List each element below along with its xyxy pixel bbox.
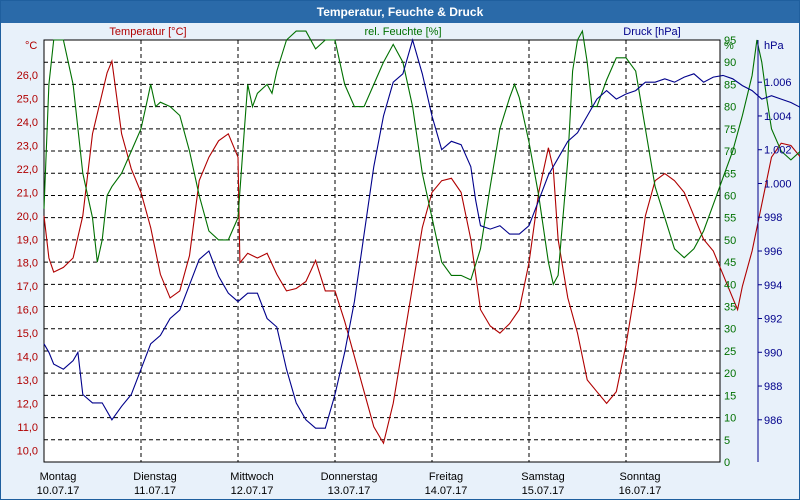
humidity-tick-label: 80 <box>724 102 736 114</box>
humidity-tick-label: 50 <box>724 235 736 247</box>
humidity-tick-label: 55 <box>724 213 736 225</box>
temperature-tick-label: 24,0 <box>17 117 38 129</box>
pressure-tick-label: 992 <box>764 314 782 326</box>
temperature-tick-label: 11,0 <box>17 422 38 434</box>
humidity-tick-label: 20 <box>724 368 736 380</box>
temperature-tick-label: 12,0 <box>17 398 38 410</box>
pressure-tick-label: 990 <box>764 347 782 359</box>
humidity-tick-label: 90 <box>724 57 736 69</box>
humidity-tick-label: 60 <box>724 190 736 202</box>
humidity-tick-label: 95 <box>724 35 736 47</box>
humidity-axis: 0 5 10 15 20 25 30 35 40 45 50 55 60 65 70 75 80 85 90 95 <box>724 35 736 469</box>
temperature-tick-label: 23,0 <box>17 141 38 153</box>
x-day-label: Mittwoch <box>230 471 273 483</box>
pressure-tick-label: 988 <box>764 381 782 393</box>
humidity-tick-label: 30 <box>724 324 736 336</box>
humidity-tick-label: 75 <box>724 124 736 136</box>
humidity-tick-label: 70 <box>724 146 736 158</box>
pressure-axis-title: Druck [hPa] <box>623 26 680 38</box>
pressure-tick-label: 1.002 <box>764 145 792 157</box>
chart-title: Temperatur, Feuchte & Druck <box>1 1 799 23</box>
humidity-tick-label: 5 <box>724 435 730 447</box>
temperature-axis-title: Temperatur [°C] <box>109 26 186 38</box>
humidity-tick-label: 0 <box>724 457 730 469</box>
humidity-tick-label: 15 <box>724 390 736 402</box>
temperature-tick-label: 14,0 <box>17 352 38 364</box>
x-axis-labels: Montag 10.07.17 Dienstag 11.07.17 Mittwoch 12… <box>37 471 662 497</box>
humidity-tick-label: 65 <box>724 168 736 180</box>
series-layer <box>43 29 800 445</box>
x-date-label: 10.07.17 <box>37 485 80 497</box>
humidity-tick-label: 25 <box>724 346 736 358</box>
temperature-tick-label: 20,0 <box>17 211 38 223</box>
pressure-tick-label: 1.004 <box>764 111 792 123</box>
x-date-label: 14.07.17 <box>425 485 468 497</box>
temperature-tick-label: 17,0 <box>17 281 38 293</box>
temperature-tick-label: 15,0 <box>17 328 38 340</box>
humidity-tick-label: 40 <box>724 279 736 291</box>
x-date-label: 12.07.17 <box>231 485 274 497</box>
humidity-axis-title: rel. Feuchte [%] <box>364 26 441 38</box>
grid-lines <box>44 39 720 463</box>
x-date-label: 15.07.17 <box>522 485 565 497</box>
x-day-label: Sonntag <box>620 471 661 483</box>
humidity-tick-label: 10 <box>724 413 736 425</box>
pressure-unit-label: hPa <box>764 40 784 52</box>
pressure-tick-label: 994 <box>764 280 782 292</box>
temperature-tick-label: 21,0 <box>17 187 38 199</box>
pressure-tick-label: 996 <box>764 246 782 258</box>
humidity-unit-label: % <box>724 40 734 52</box>
x-day-label: Freitag <box>429 471 463 483</box>
temperature-axis: 10,0 11,0 12,0 13,0 14,0 15,0 16,0 17,0 18,0 19,0… <box>17 70 38 457</box>
x-day-label: Samstag <box>521 471 564 483</box>
x-day-label: Dienstag <box>133 471 176 483</box>
x-day-label: Donnerstag <box>321 471 378 483</box>
pressure-tick-label: 1.000 <box>764 178 792 190</box>
series-line-pressure <box>43 38 800 429</box>
temperature-tick-label: 26,0 <box>17 70 38 82</box>
humidity-tick-label: 85 <box>724 79 736 91</box>
x-day-label: Montag <box>40 471 77 483</box>
temperature-tick-label: 13,0 <box>17 375 38 387</box>
temperature-tick-label: 18,0 <box>17 258 38 270</box>
humidity-tick-label: 35 <box>724 302 736 314</box>
temperature-tick-label: 19,0 <box>17 234 38 246</box>
x-date-label: 16.07.17 <box>619 485 662 497</box>
temperature-unit-label: °C <box>25 40 37 52</box>
series-line-temperature <box>43 58 800 445</box>
plot-area <box>43 39 721 463</box>
x-date-label: 11.07.17 <box>134 485 176 497</box>
series-line-humidity <box>43 29 800 286</box>
temperature-tick-label: 25,0 <box>17 94 38 106</box>
pressure-tick-label: 986 <box>764 415 782 427</box>
pressure-tick-label: 998 <box>764 212 782 224</box>
temperature-tick-label: 16,0 <box>17 305 38 317</box>
x-date-label: 13.07.17 <box>328 485 371 497</box>
temperature-tick-label: 22,0 <box>17 164 38 176</box>
humidity-tick-label: 45 <box>724 257 736 269</box>
pressure-tick-label: 1.006 <box>764 77 792 89</box>
temperature-tick-label: 10,0 <box>17 445 38 457</box>
pressure-axis: 986 988 990 992 994 996 998 1.000 1.002 1.004 1.00… <box>757 40 792 462</box>
